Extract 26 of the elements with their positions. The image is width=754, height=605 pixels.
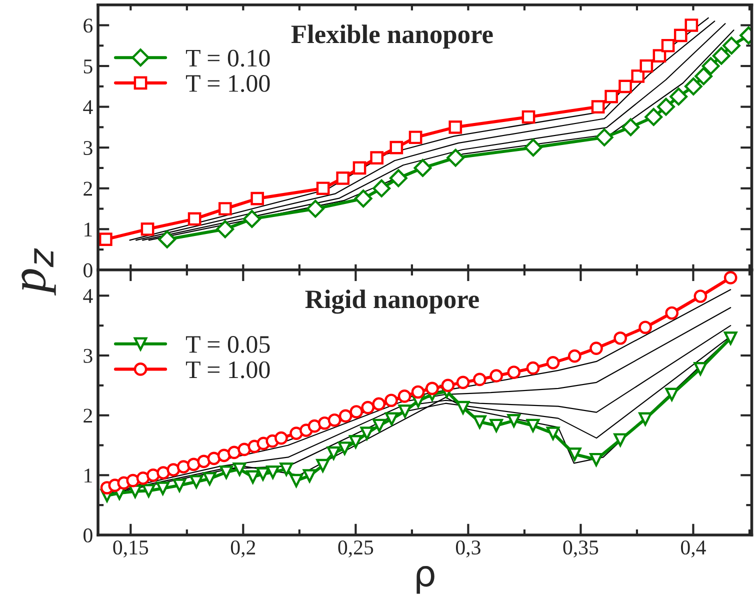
y-tick-label: 4 [83,100,93,114]
x-tick-label: 0,3 [456,540,480,558]
y-tick-label: 4 [83,289,93,303]
legend-label: T = 1.00 [186,361,270,378]
x-axis-title: ρ [416,566,434,594]
y-axis-title: p$_{z}$ [22,248,56,296]
y-tick-label: 2 [84,408,92,423]
text: Flexible nanopore [291,24,493,49]
x-tick-label: 0,15 [113,540,148,558]
y-tick-label: 0 [84,263,92,278]
text: Rigid nanopore [305,290,479,314]
legend-label: T = 0.05 [186,336,270,353]
y-tick-label: 6 [84,18,93,33]
x-tick-label: 0,25 [338,540,374,558]
y-tick-label: 3 [84,348,92,363]
legend-label: T = 0.10 [186,50,270,67]
y-tick-label: 5 [84,60,92,74]
y-tick-label: 3 [84,141,92,156]
legend-label: T = 1.00 [186,75,270,92]
y-tick-label: 1 [84,468,92,482]
x-tick-label: 0,35 [563,540,598,558]
y-tick-label: 2 [84,182,92,196]
y-tick-label: 0 [84,528,92,542]
x-tick-label: 0,2 [230,540,256,558]
x-tick-label: 0,4 [681,540,706,558]
y-tick-label: 1 [84,222,92,236]
